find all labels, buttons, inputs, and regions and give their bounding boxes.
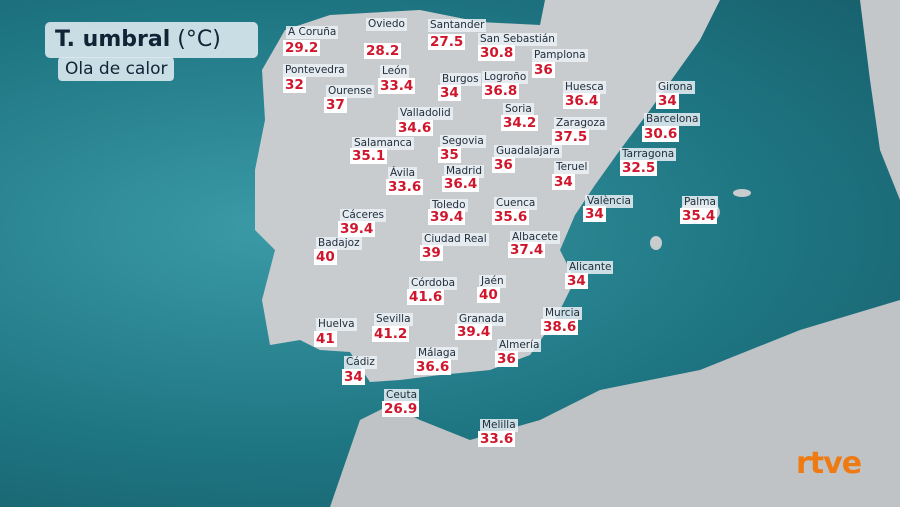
city-name: Huesca [563, 81, 606, 94]
city-name: Salamanca [352, 137, 414, 150]
city-value: 38.6 [541, 319, 579, 335]
city-value: 36 [532, 62, 555, 78]
title-box: T. umbral (°C) [45, 22, 258, 58]
city-value: 35 [438, 147, 461, 163]
unit: (°C) [177, 27, 221, 52]
city-value: 27.5 [428, 34, 466, 50]
city-value: 34 [438, 85, 461, 101]
city-name: Soria [503, 103, 534, 116]
city-value: 41 [314, 331, 337, 347]
city-name: Girona [656, 81, 695, 94]
city-value: 39.4 [455, 324, 493, 340]
city-value: 33.6 [386, 179, 424, 195]
city-value: 37 [324, 97, 347, 113]
city-value: 41.6 [407, 289, 445, 305]
city-name: Huelva [316, 318, 357, 331]
city-name: Barcelona [644, 113, 701, 126]
city-name: Guadalajara [494, 145, 562, 158]
menorca [733, 189, 751, 197]
city-value: 36 [495, 351, 518, 367]
city-value: 34 [342, 369, 365, 385]
ibiza [650, 236, 662, 250]
city-value: 34.2 [501, 115, 539, 131]
city-name: Sevilla [374, 313, 413, 326]
city-value: 34 [552, 174, 575, 190]
city-value: 41.2 [372, 326, 410, 342]
city-name: Almería [497, 339, 542, 352]
city-name: Badajoz [316, 237, 362, 250]
city-value: 36 [492, 157, 515, 173]
city-name: Teruel [554, 161, 590, 174]
city-name: León [380, 65, 410, 78]
subtitle: Ola de calor [58, 57, 175, 81]
city-name: Tarragona [620, 148, 677, 161]
city-name: Albacete [510, 231, 561, 244]
city-value: 32.5 [620, 160, 658, 176]
city-name: Granada [457, 313, 507, 326]
city-value: 32 [283, 77, 306, 93]
city-value: 30.8 [478, 45, 516, 61]
city-name: Ceuta [384, 389, 419, 402]
city-value: 39 [420, 245, 443, 261]
city-value: 26.9 [382, 401, 420, 417]
city-name: Valladolid [398, 107, 453, 120]
city-value: 37.4 [508, 242, 546, 258]
city-value: 29.2 [283, 40, 321, 56]
city-value: 36.6 [414, 359, 452, 375]
city-value: 33.4 [378, 78, 416, 94]
france-italy [860, 0, 900, 200]
city-value: 34 [656, 93, 679, 109]
city-value: 36.8 [482, 83, 520, 99]
city-name: Segovia [440, 135, 486, 148]
city-name: Oviedo [366, 18, 407, 31]
city-name: Cádiz [344, 356, 377, 369]
city-name: Jaén [479, 275, 506, 288]
city-value: 36.4 [442, 176, 480, 192]
city-name: Palma [682, 196, 718, 209]
city-value: 35.6 [492, 209, 530, 225]
city-value: 39.4 [338, 221, 376, 237]
city-value: 33.6 [478, 431, 516, 447]
city-name: San Sebastián [478, 33, 557, 46]
city-name: Pamplona [532, 49, 588, 62]
city-name: Madrid [444, 165, 485, 178]
city-value: 30.6 [642, 126, 680, 142]
city-value: 34.6 [396, 120, 434, 136]
city-value: 35.1 [350, 148, 388, 164]
city-value: 35.4 [680, 208, 718, 224]
city-value: 40 [314, 249, 337, 265]
city-name: Santander [428, 19, 487, 32]
city-name: Ávila [388, 167, 418, 180]
city-value: 39.4 [428, 209, 466, 225]
city-name: Cuenca [494, 197, 538, 210]
city-name: Córdoba [409, 277, 458, 290]
city-value: 34 [583, 206, 606, 222]
city-name: A Coruña [286, 26, 339, 39]
city-name: Zaragoza [554, 117, 608, 130]
city-name: Melilla [480, 419, 518, 432]
city-value: 37.5 [552, 129, 590, 145]
city-name: Burgos [440, 73, 481, 86]
title: T. umbral [55, 27, 171, 52]
city-name: Ciudad Real [422, 233, 489, 246]
city-value: 40 [477, 287, 500, 303]
africa [330, 300, 900, 507]
city-name: Murcia [543, 307, 582, 320]
city-value: 28.2 [364, 43, 402, 59]
city-value: 34 [565, 273, 588, 289]
city-name: Toledo [430, 199, 468, 212]
city-name: Ourense [326, 85, 375, 98]
city-name: Logroño [482, 71, 529, 84]
city-name: Málaga [416, 347, 458, 360]
city-name: València [585, 195, 633, 208]
city-name: Pontevedra [283, 64, 347, 77]
logo: rtve [796, 446, 862, 481]
city-value: 36.4 [563, 93, 601, 109]
city-name: Cáceres [340, 209, 387, 222]
city-name: Alicante [567, 261, 614, 274]
